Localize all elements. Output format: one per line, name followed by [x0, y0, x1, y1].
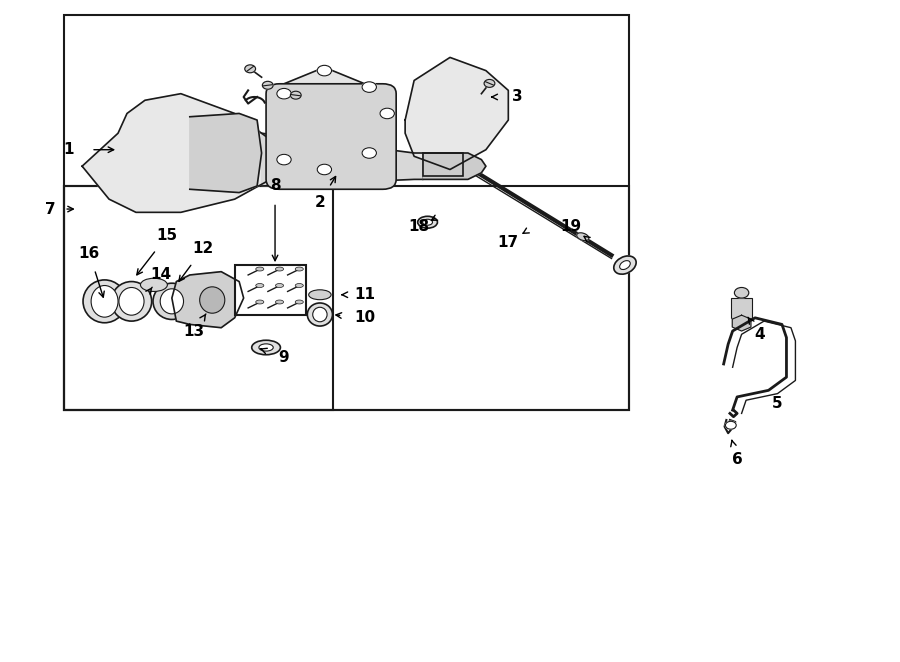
- Ellipse shape: [256, 283, 264, 287]
- Ellipse shape: [256, 300, 264, 304]
- Text: 16: 16: [78, 246, 100, 261]
- Circle shape: [245, 65, 256, 73]
- Bar: [423, 153, 464, 176]
- Ellipse shape: [83, 280, 126, 323]
- Circle shape: [317, 164, 331, 175]
- Ellipse shape: [275, 267, 284, 271]
- Ellipse shape: [153, 283, 191, 320]
- Circle shape: [277, 89, 292, 99]
- Text: 8: 8: [270, 179, 281, 193]
- Polygon shape: [82, 94, 280, 213]
- Ellipse shape: [259, 344, 274, 351]
- Ellipse shape: [418, 216, 437, 228]
- Text: 5: 5: [772, 396, 783, 411]
- Text: 2: 2: [314, 195, 325, 210]
- Circle shape: [317, 66, 331, 76]
- Text: 11: 11: [355, 287, 375, 303]
- Text: 9: 9: [279, 350, 289, 365]
- Circle shape: [362, 148, 376, 158]
- Ellipse shape: [119, 287, 144, 315]
- Polygon shape: [262, 133, 423, 186]
- Text: 6: 6: [732, 452, 742, 467]
- Bar: [731, 298, 752, 318]
- Ellipse shape: [619, 261, 630, 269]
- Text: 4: 4: [754, 327, 765, 342]
- Ellipse shape: [295, 283, 303, 287]
- Ellipse shape: [91, 285, 118, 317]
- Circle shape: [734, 287, 749, 298]
- Circle shape: [291, 91, 302, 99]
- Ellipse shape: [307, 303, 332, 326]
- Circle shape: [380, 108, 394, 118]
- Text: 7: 7: [45, 201, 56, 216]
- Ellipse shape: [295, 300, 303, 304]
- Text: 3: 3: [512, 89, 523, 105]
- Bar: [235, 265, 306, 314]
- Polygon shape: [190, 113, 262, 193]
- Text: 10: 10: [355, 310, 375, 325]
- Ellipse shape: [140, 278, 167, 291]
- Bar: [64, 15, 629, 410]
- Text: 15: 15: [157, 228, 178, 243]
- Polygon shape: [423, 153, 486, 179]
- Text: 13: 13: [184, 324, 205, 338]
- Text: 18: 18: [408, 219, 429, 234]
- Ellipse shape: [275, 283, 284, 287]
- Ellipse shape: [312, 307, 327, 322]
- Circle shape: [362, 82, 376, 93]
- Ellipse shape: [256, 267, 264, 271]
- Bar: [423, 153, 464, 176]
- Polygon shape: [172, 271, 244, 328]
- Ellipse shape: [295, 267, 303, 271]
- Ellipse shape: [614, 256, 636, 274]
- Text: 19: 19: [561, 219, 581, 234]
- Polygon shape: [733, 315, 751, 331]
- Ellipse shape: [275, 300, 284, 304]
- Ellipse shape: [200, 287, 225, 313]
- FancyBboxPatch shape: [266, 84, 396, 189]
- Ellipse shape: [112, 281, 152, 321]
- Ellipse shape: [309, 290, 331, 300]
- Text: 1: 1: [63, 142, 74, 157]
- Bar: [64, 186, 333, 410]
- Bar: [64, 186, 629, 410]
- Circle shape: [725, 421, 736, 429]
- Polygon shape: [405, 58, 508, 169]
- Text: 14: 14: [150, 267, 172, 283]
- Circle shape: [277, 154, 292, 165]
- Text: 17: 17: [498, 234, 519, 250]
- Ellipse shape: [252, 340, 281, 355]
- Text: 12: 12: [193, 241, 214, 256]
- Polygon shape: [275, 68, 396, 179]
- Ellipse shape: [577, 233, 589, 241]
- Circle shape: [484, 79, 495, 87]
- Ellipse shape: [423, 219, 433, 225]
- Circle shape: [263, 81, 273, 89]
- Ellipse shape: [160, 289, 184, 314]
